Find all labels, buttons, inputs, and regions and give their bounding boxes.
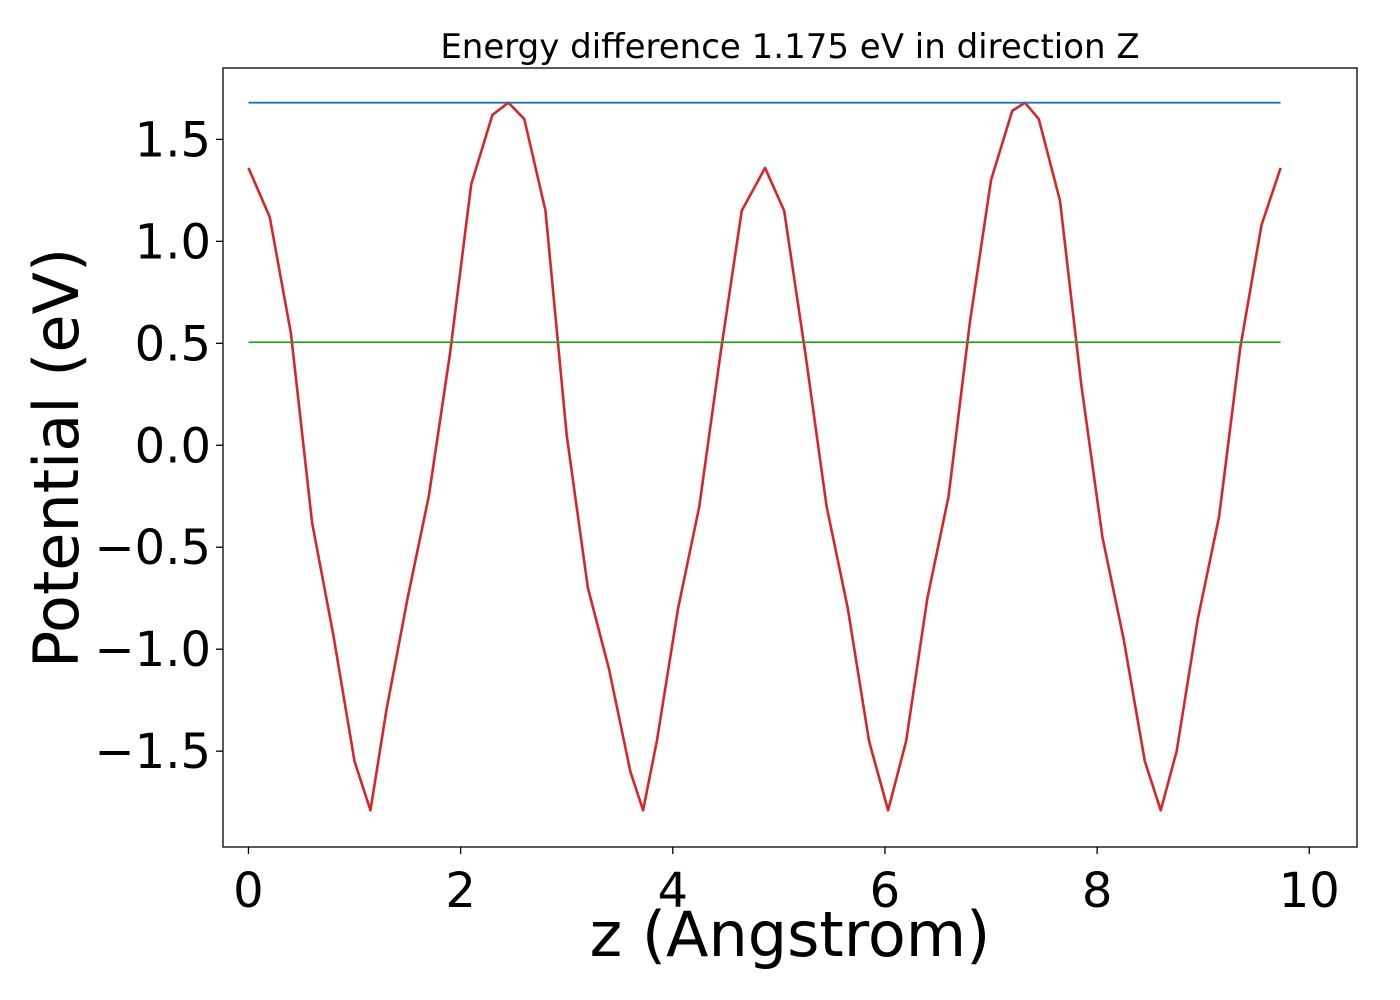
y-tick-label: −1.0 [94, 622, 211, 678]
y-tick-label: −1.5 [94, 724, 211, 780]
y-tick-label: −0.5 [94, 520, 211, 576]
axes-frame [222, 67, 1358, 848]
y-axis: −1.5 −1.0 −0.5 0.0 0.5 1.0 1.5 [94, 112, 223, 780]
chart-title: Energy difference 1.175 eV in direction … [440, 27, 1139, 67]
y-tick-label: 0.0 [135, 418, 211, 474]
y-axis-label: Potential (eV) [20, 248, 93, 668]
y-tick-label: 1.5 [135, 112, 211, 168]
x-tick-label: 2 [445, 863, 476, 919]
x-axis: 0 2 4 6 8 10 [233, 847, 1340, 919]
series-line-0 [247, 101, 1282, 812]
x-axis-label: z (Angstrom) [590, 898, 991, 971]
y-tick-label: 1.0 [135, 214, 211, 270]
x-tick-label: 8 [1082, 863, 1113, 919]
y-tick-label: 0.5 [135, 316, 211, 372]
x-tick-label: 0 [233, 863, 264, 919]
series-layer [247, 101, 1282, 812]
x-tick-label: 10 [1279, 863, 1340, 919]
x-tick-label: 6 [870, 863, 901, 919]
x-tick-label: 4 [658, 863, 689, 919]
